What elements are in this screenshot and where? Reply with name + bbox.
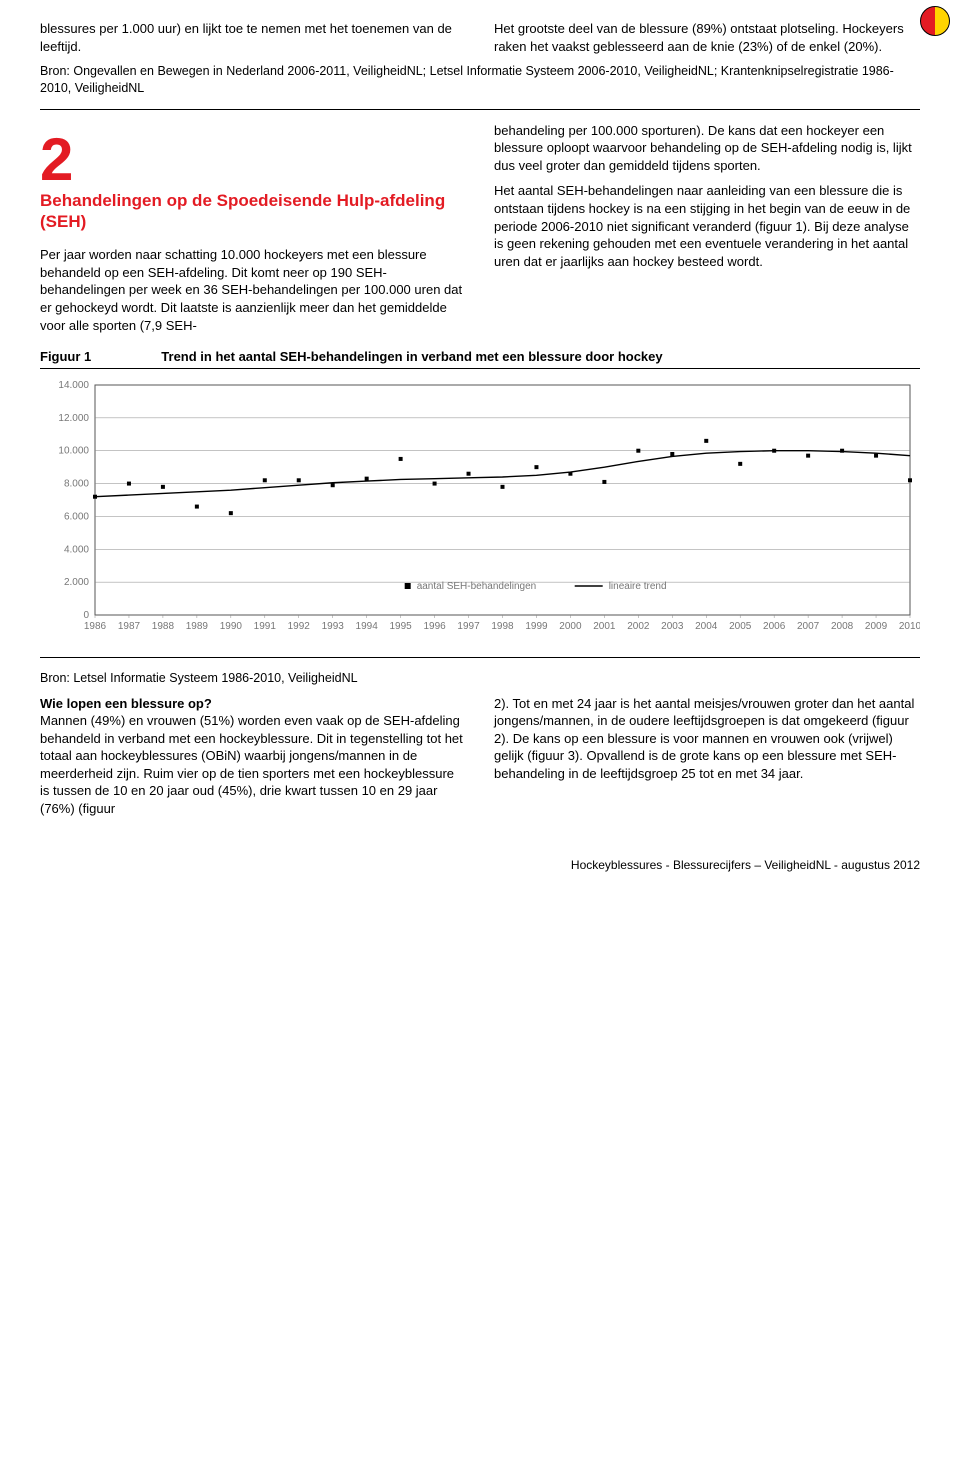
figure-caption: Trend in het aantal SEH-behandelingen in… xyxy=(161,348,662,366)
brand-logo-icon xyxy=(920,6,950,36)
svg-text:1986: 1986 xyxy=(84,621,107,632)
svg-text:8.000: 8.000 xyxy=(64,478,89,489)
page-footer: Hockeyblessures - Blessurecijfers – Veil… xyxy=(40,857,920,873)
svg-text:2.000: 2.000 xyxy=(64,577,89,588)
divider xyxy=(40,657,920,658)
svg-text:1989: 1989 xyxy=(186,621,209,632)
intro-columns: blessures per 1.000 uur) en lijkt toe te… xyxy=(40,20,920,55)
svg-text:1993: 1993 xyxy=(322,621,345,632)
section-body-right-1: behandeling per 100.000 sporturen). De k… xyxy=(494,122,920,175)
svg-text:lineaire trend: lineaire trend xyxy=(609,581,667,592)
svg-text:2006: 2006 xyxy=(763,621,786,632)
svg-text:0: 0 xyxy=(83,610,89,621)
section-title: Behandelingen op de Spoedeisende Hulp-af… xyxy=(40,190,466,233)
svg-text:aantal SEH-behandelingen: aantal SEH-behandelingen xyxy=(417,581,537,592)
svg-text:1987: 1987 xyxy=(118,621,141,632)
section-columns: 2 Behandelingen op de Spoedeisende Hulp-… xyxy=(40,122,920,334)
svg-text:1990: 1990 xyxy=(220,621,243,632)
svg-text:10.000: 10.000 xyxy=(58,445,89,456)
svg-text:1988: 1988 xyxy=(152,621,175,632)
svg-text:1998: 1998 xyxy=(491,621,514,632)
bottom-left: Mannen (49%) en vrouwen (51%) worden eve… xyxy=(40,712,466,817)
svg-text:2000: 2000 xyxy=(559,621,582,632)
section-number: 2 xyxy=(40,130,466,190)
figure-header: Figuur 1 Trend in het aantal SEH-behande… xyxy=(40,348,920,369)
svg-text:1992: 1992 xyxy=(288,621,311,632)
svg-text:2002: 2002 xyxy=(627,621,650,632)
svg-text:1995: 1995 xyxy=(390,621,413,632)
intro-right: Het grootste deel van de blessure (89%) … xyxy=(494,20,920,55)
bottom-columns: Wie lopen een blessure op? Mannen (49%) … xyxy=(40,695,920,818)
source-line-2: Bron: Letsel Informatie Systeem 1986-201… xyxy=(40,670,920,687)
source-line-1: Bron: Ongevallen en Bewegen in Nederland… xyxy=(40,63,920,97)
svg-text:1996: 1996 xyxy=(423,621,446,632)
svg-text:4.000: 4.000 xyxy=(64,544,89,555)
svg-text:2007: 2007 xyxy=(797,621,820,632)
svg-text:2003: 2003 xyxy=(661,621,684,632)
svg-text:2001: 2001 xyxy=(593,621,616,632)
svg-text:2005: 2005 xyxy=(729,621,752,632)
svg-text:1991: 1991 xyxy=(254,621,277,632)
svg-text:2009: 2009 xyxy=(865,621,888,632)
svg-text:1997: 1997 xyxy=(457,621,480,632)
svg-text:2004: 2004 xyxy=(695,621,718,632)
svg-text:6.000: 6.000 xyxy=(64,511,89,522)
svg-text:12.000: 12.000 xyxy=(58,412,89,423)
svg-text:2008: 2008 xyxy=(831,621,854,632)
intro-left: blessures per 1.000 uur) en lijkt toe te… xyxy=(40,20,466,55)
svg-text:1999: 1999 xyxy=(525,621,548,632)
figure1-chart: 0 2.000 4.000 6.000 8.000 10.000 12.000 14.000 1… xyxy=(40,375,920,645)
bottom-right: 2). Tot en met 24 jaar is het aantal mei… xyxy=(494,695,920,783)
section-body-right-2: Het aantal SEH-behandelingen naar aanlei… xyxy=(494,182,920,270)
chart-svg: 0 2.000 4.000 6.000 8.000 10.000 12.000 14.000 1… xyxy=(40,375,920,645)
svg-text:14.000: 14.000 xyxy=(58,380,89,391)
section-body-left: Per jaar worden naar schatting 10.000 ho… xyxy=(40,246,466,334)
svg-text:2010: 2010 xyxy=(899,621,920,632)
svg-text:1994: 1994 xyxy=(356,621,379,632)
bottom-subhead: Wie lopen een blessure op? xyxy=(40,695,466,713)
figure-label: Figuur 1 xyxy=(40,348,91,366)
divider xyxy=(40,109,920,110)
